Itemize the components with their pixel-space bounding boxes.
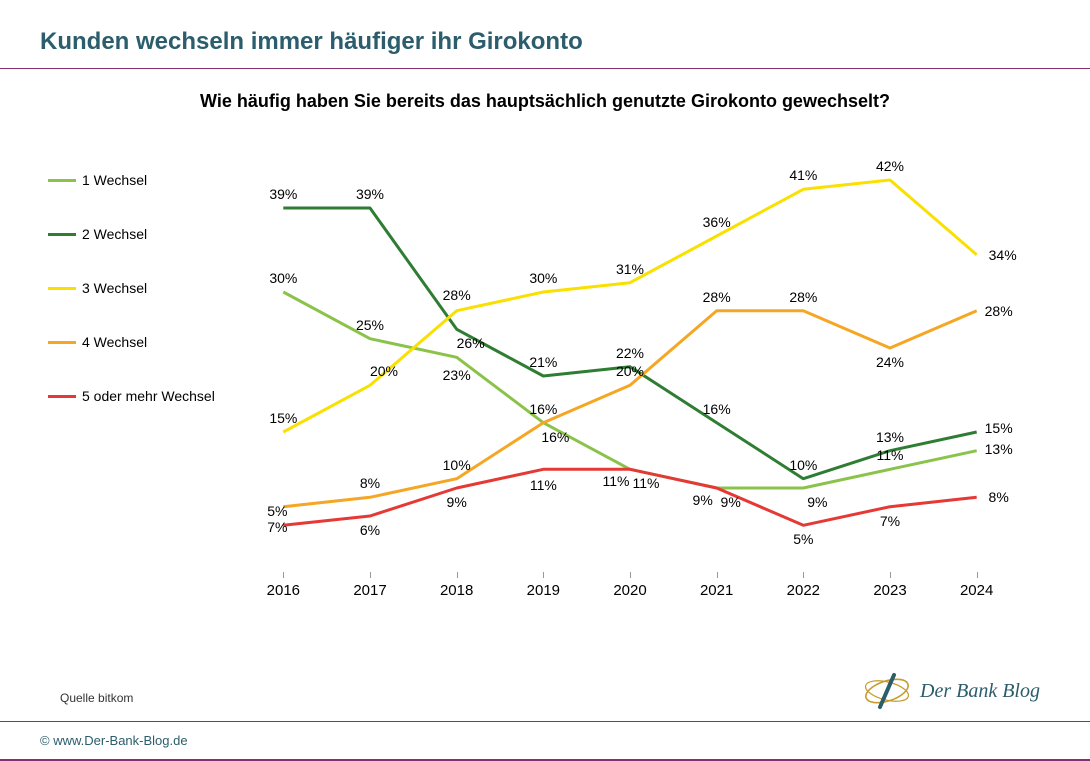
data-label: 28% (789, 289, 817, 305)
data-label: 24% (876, 354, 904, 370)
data-label: 16% (541, 429, 569, 445)
data-label: 5% (793, 531, 813, 547)
x-axis-label: 2024 (960, 582, 993, 599)
data-label: 13% (985, 441, 1013, 457)
x-axis-tick (977, 572, 978, 578)
x-axis-label: 2022 (787, 582, 820, 599)
legend-item: 2 Wechsel (48, 226, 228, 242)
x-axis-label: 2018 (440, 582, 473, 599)
data-label: 15% (985, 420, 1013, 436)
x-axis-label: 2017 (353, 582, 386, 599)
chart-x-axis: 2016 2017 2018 2019 2020 2021 2022 2023 2024 (240, 582, 1020, 612)
x-axis-label: 2023 (873, 582, 906, 599)
data-label: 22% (616, 345, 644, 361)
x-axis-label: 2016 (267, 582, 300, 599)
data-label: 42% (876, 158, 904, 174)
chart-plot: 30% 25% 23% 16% 11% 9% 9% 11% 13% 39% 39% 26% 21% 22%… (240, 152, 1020, 572)
data-label: 8% (989, 489, 1009, 505)
series-line (283, 292, 976, 488)
x-axis-tick (370, 572, 371, 578)
header-divider (0, 68, 1090, 69)
subtitle-area: Wie häufig haben Sie bereits das hauptsä… (0, 75, 1090, 112)
data-label: 21% (529, 354, 557, 370)
legend-label: 5 oder mehr Wechsel (82, 388, 215, 404)
x-axis-label: 2019 (527, 582, 560, 599)
data-label: 34% (989, 247, 1017, 263)
data-label: 8% (360, 475, 380, 491)
data-label: 30% (529, 270, 557, 286)
data-label: 39% (356, 186, 384, 202)
x-axis-label: 2020 (613, 582, 646, 599)
data-label: 13% (876, 429, 904, 445)
data-label: 5% (267, 503, 287, 519)
legend-swatch (48, 179, 76, 182)
chart-legend: 1 Wechsel 2 Wechsel 3 Wechsel 4 Wechsel 5 od… (48, 172, 228, 442)
series-line (283, 311, 976, 507)
legend-label: 4 Wechsel (82, 334, 147, 350)
series-line (283, 469, 976, 525)
data-label: 16% (529, 401, 557, 417)
data-label: 10% (443, 457, 471, 473)
series-line (283, 180, 976, 432)
legend-item: 5 oder mehr Wechsel (48, 388, 228, 404)
data-label: 23% (443, 367, 471, 383)
legend-swatch (48, 395, 76, 398)
x-axis-tick (803, 572, 804, 578)
legend-item: 1 Wechsel (48, 172, 228, 188)
data-label: 31% (616, 261, 644, 277)
x-axis-tick (543, 572, 544, 578)
data-label: 9% (807, 494, 827, 510)
data-label: 28% (985, 303, 1013, 319)
data-label: 7% (267, 519, 287, 535)
data-label: 11% (603, 473, 630, 489)
data-label: 28% (703, 289, 731, 305)
data-label: 15% (269, 410, 297, 426)
legend-swatch (48, 287, 76, 290)
chart-container: 1 Wechsel 2 Wechsel 3 Wechsel 4 Wechsel 5 od… (40, 152, 1050, 632)
brand-logo: Der Bank Blog (862, 669, 1040, 713)
legend-swatch (48, 341, 76, 344)
x-axis-tick (630, 572, 631, 578)
legend-label: 3 Wechsel (82, 280, 147, 296)
data-label: 7% (880, 513, 900, 529)
data-label: 26% (457, 335, 485, 351)
page-title: Kunden wechseln immer häufiger ihr Girok… (40, 28, 1050, 56)
data-label: 36% (703, 214, 731, 230)
chart-subtitle: Wie häufig haben Sie bereits das hauptsä… (40, 91, 1050, 112)
x-axis-tick (890, 572, 891, 578)
x-axis-tick (457, 572, 458, 578)
data-label: 9% (693, 492, 713, 508)
data-label: 30% (269, 270, 297, 286)
data-label: 11% (530, 477, 557, 493)
data-label: 41% (789, 167, 817, 183)
legend-label: 2 Wechsel (82, 226, 147, 242)
data-label: 6% (360, 522, 380, 538)
x-axis-label: 2021 (700, 582, 733, 599)
footer-copyright: © www.Der-Bank-Blog.de (40, 733, 188, 748)
legend-item: 4 Wechsel (48, 334, 228, 350)
x-axis-tick (283, 572, 284, 578)
data-label: 9% (721, 494, 741, 510)
data-label: 39% (269, 186, 297, 202)
data-label: 11% (877, 447, 904, 463)
footer: © www.Der-Bank-Blog.de (0, 721, 1090, 761)
data-label: 28% (443, 287, 471, 303)
legend-label: 1 Wechsel (82, 172, 147, 188)
x-axis-tick (717, 572, 718, 578)
legend-item: 3 Wechsel (48, 280, 228, 296)
logo-text: Der Bank Blog (920, 680, 1040, 703)
source-text: Quelle bitkom (60, 691, 133, 705)
data-label: 16% (703, 401, 731, 417)
data-label: 9% (447, 494, 467, 510)
data-label: 10% (789, 457, 817, 473)
data-label: 20% (370, 363, 398, 379)
legend-swatch (48, 233, 76, 236)
header: Kunden wechseln immer häufiger ihr Girok… (0, 0, 1090, 68)
data-label: 11% (633, 475, 660, 491)
logo-icon (862, 669, 912, 713)
data-label: 20% (616, 363, 644, 379)
data-label: 25% (356, 317, 384, 333)
